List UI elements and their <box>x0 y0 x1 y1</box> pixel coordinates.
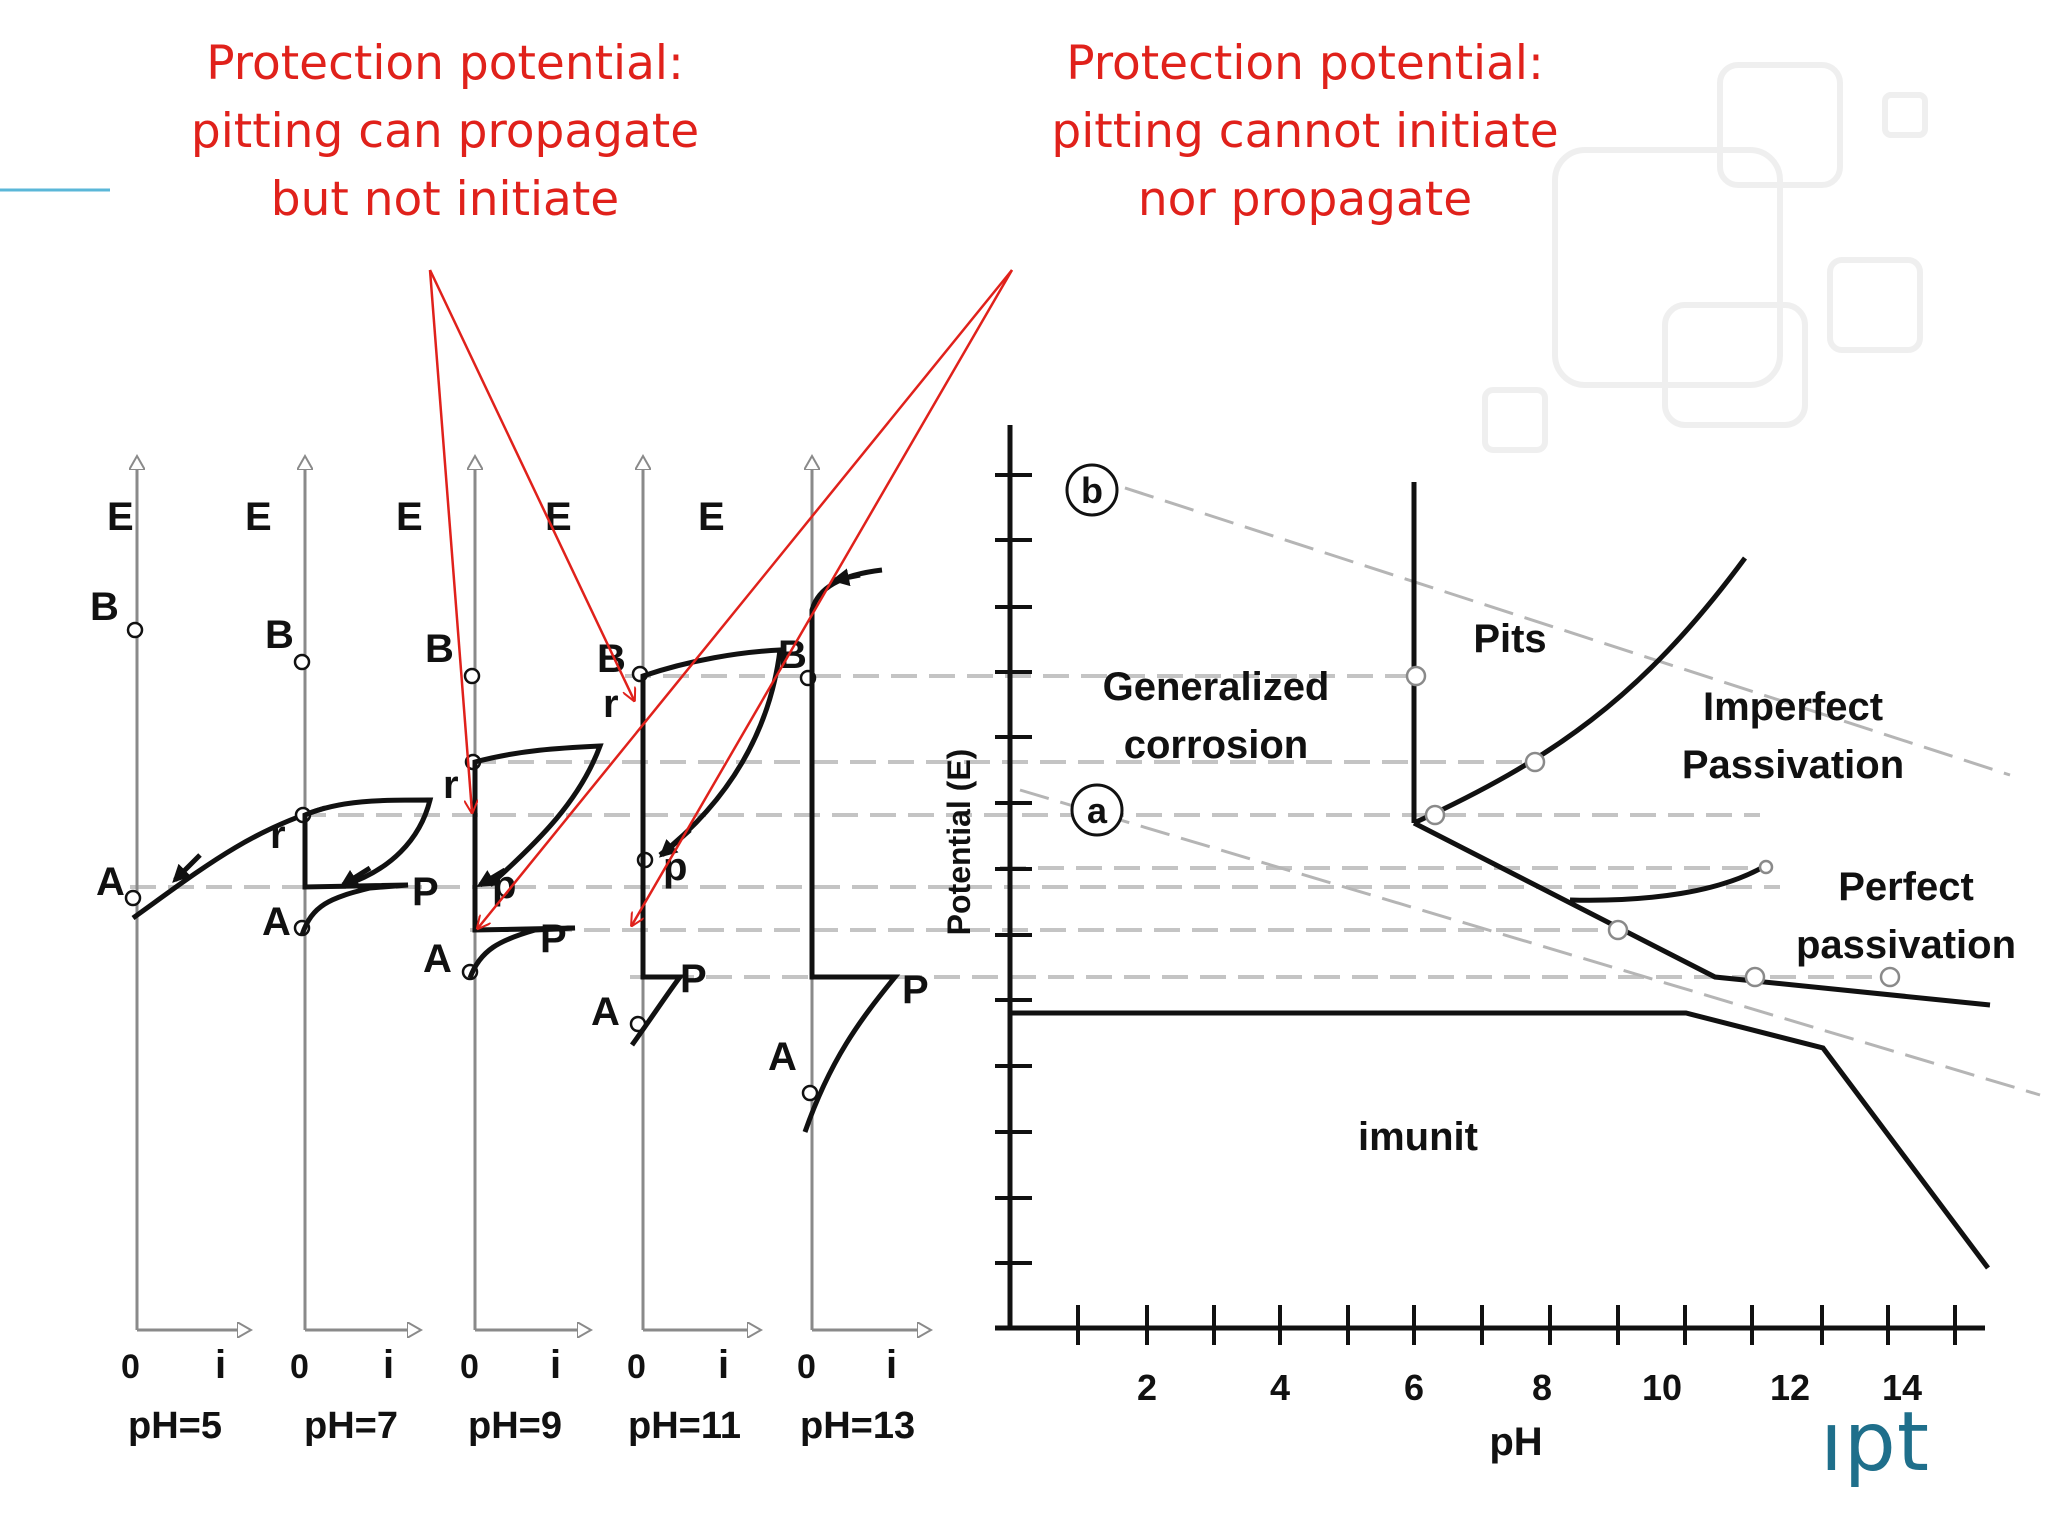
marker-p-upper: P <box>680 957 707 1001</box>
annotation-left-line1: Protection potential: <box>206 36 684 91</box>
curve-path <box>629 647 783 1047</box>
curve-path <box>131 805 326 921</box>
x-tick-8: 8 <box>1532 1367 1552 1408</box>
region-perfect-1: Perfect <box>1838 865 1974 909</box>
point-b <box>293 653 311 671</box>
marker-a: A <box>96 860 125 904</box>
region-generalized-2: corrosion <box>1124 723 1308 767</box>
curve-ph5: E 0 i pH=5 B A <box>90 462 326 1447</box>
marker-a: A <box>591 990 620 1034</box>
origin-label: 0 <box>121 1348 140 1386</box>
marker-r: r <box>270 813 286 857</box>
e-label: E <box>396 495 423 539</box>
line-a-label: a <box>1087 790 1108 831</box>
e-label: E <box>698 495 725 539</box>
origin-label: 0 <box>290 1348 309 1386</box>
x-tick-12: 12 <box>1770 1367 1810 1408</box>
ph-label: pH=11 <box>628 1405 741 1447</box>
line-b-label: b <box>1081 470 1103 511</box>
i-label: i <box>718 1343 729 1387</box>
i-label: i <box>215 1343 226 1387</box>
curve-ph9: E 0 i pH=9 B r p A P <box>396 462 604 1447</box>
annotation-left-line3: but not initiate <box>270 172 620 227</box>
origin-label: 0 <box>627 1348 646 1386</box>
marker-b: B <box>90 585 119 629</box>
curve-path <box>467 743 604 979</box>
i-label: i <box>550 1343 561 1387</box>
marker-p: P <box>902 968 929 1012</box>
marker-p: P <box>412 870 439 914</box>
line-a-marker <box>1070 783 1124 837</box>
x-tick-6: 6 <box>1404 1367 1424 1408</box>
ph-label: pH=7 <box>304 1405 398 1447</box>
origin-label: 0 <box>460 1348 479 1386</box>
region-immunity: imunit <box>1358 1115 1478 1159</box>
ph-label: pH=13 <box>800 1405 915 1447</box>
annotation-right-line2: pitting cannot initiate <box>1051 104 1559 159</box>
x-tick-4: 4 <box>1270 1367 1290 1408</box>
marker-b: B <box>425 627 454 671</box>
marker-a: A <box>262 900 291 944</box>
ph-label: pH=5 <box>128 1405 222 1447</box>
ipt-logo: ıpt <box>1820 1395 1930 1490</box>
marker-a: A <box>768 1035 797 1079</box>
point-b <box>126 621 144 639</box>
x-tick-10: 10 <box>1642 1367 1682 1408</box>
e-label: E <box>545 495 572 539</box>
passivation-boundary <box>1412 820 1991 1008</box>
region-pits: Pits <box>1473 617 1546 661</box>
marker-a: A <box>423 937 452 981</box>
marker-b: B <box>265 613 294 657</box>
x-tick-2: 2 <box>1137 1367 1157 1408</box>
marker-b: B <box>778 633 807 677</box>
e-label: E <box>245 495 272 539</box>
region-generalized-1: Generalized <box>1103 665 1330 709</box>
annotation-left-line2: pitting can propagate <box>190 104 700 159</box>
immunity-boundary <box>1012 1010 1990 1270</box>
region-perfect-2: passivation <box>1796 923 2016 967</box>
annotation-right-line3: nor propagate <box>1137 172 1473 227</box>
curve-ph7: E 0 i pH=7 B r A P <box>245 462 439 1447</box>
line-b-marker <box>1065 463 1119 517</box>
marker-p-upper: P <box>540 917 567 961</box>
point-b <box>463 667 481 685</box>
point-a <box>124 889 142 907</box>
pits-boundary <box>1412 556 1748 826</box>
curve-ph13: E 0 i pH=13 B A P <box>698 462 929 1447</box>
point-a <box>801 1084 819 1102</box>
x-axis-label: pH <box>1489 1420 1542 1464</box>
origin-label: 0 <box>797 1348 816 1386</box>
imperfect-perfect-boundary <box>1569 863 1767 903</box>
i-label: i <box>886 1343 897 1387</box>
e-label: E <box>107 495 134 539</box>
annotation-right-line1: Protection potential: <box>1066 36 1544 91</box>
y-axis-label: Potential (E) <box>941 749 977 936</box>
line-a <box>1019 788 2041 1097</box>
marker-r: r <box>603 682 619 726</box>
annotation-propagate-not-initiate: Protection potential: pitting can propag… <box>120 30 770 234</box>
curve-ph11: E 0 i pH=11 B r p A P <box>545 462 783 1447</box>
annotation-arrows <box>428 269 1014 928</box>
marker-r: r <box>443 763 459 807</box>
pourbaix-diagram: 2 4 6 8 10 12 14 pH Potential (E) b a <box>941 425 2041 1464</box>
curve-path <box>802 567 901 1133</box>
annotation-not-initiate-nor-propagate: Protection potential: pitting cannot ini… <box>975 30 1635 234</box>
curve-path <box>299 797 434 936</box>
region-imperfect-1: Imperfect <box>1703 685 1883 729</box>
i-label: i <box>383 1343 394 1387</box>
x-tick-14: 14 <box>1882 1367 1922 1408</box>
ph-label: pH=9 <box>468 1405 562 1447</box>
region-imperfect-2: Passivation <box>1682 743 1904 787</box>
line-b <box>1084 473 2011 777</box>
